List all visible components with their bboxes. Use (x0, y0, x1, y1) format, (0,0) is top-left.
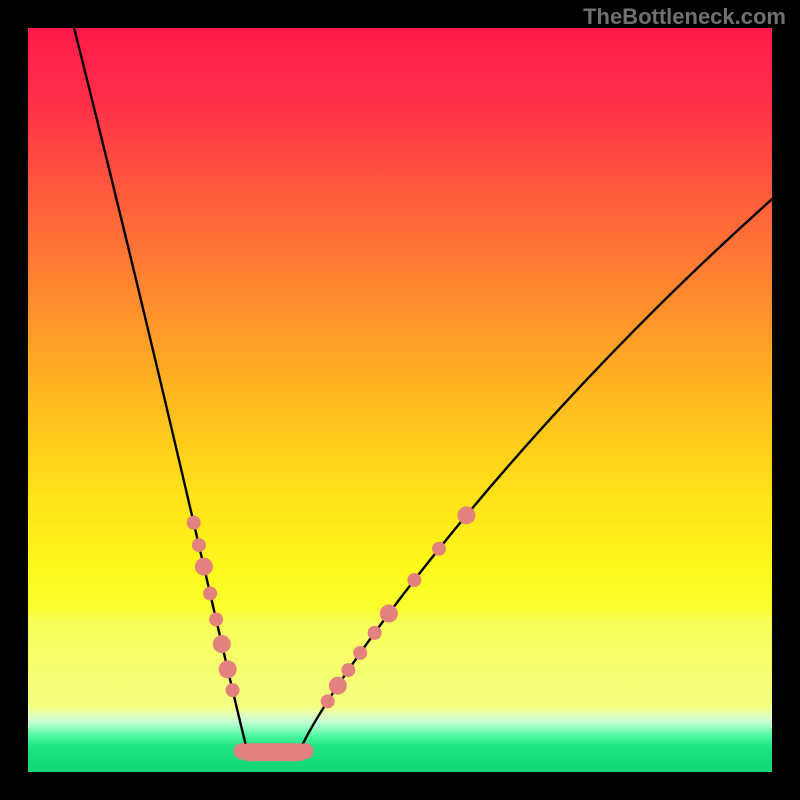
marker-dot-left (195, 558, 213, 576)
marker-dot-right (407, 573, 421, 587)
marker-dot-left (203, 586, 217, 600)
chart-svg: TheBottleneck.com (0, 0, 800, 800)
marker-dot-right (432, 542, 446, 556)
chart-root: TheBottleneck.com (0, 0, 800, 800)
marker-dot-left (213, 635, 231, 653)
marker-dot-left (219, 660, 237, 678)
marker-dot-left (209, 612, 223, 626)
marker-dot-bottom (297, 743, 313, 759)
plot-gradient (28, 28, 772, 772)
marker-dot-right (368, 626, 382, 640)
marker-dot-right (457, 506, 475, 524)
marker-dot-right (321, 694, 335, 708)
marker-dot-left (192, 538, 206, 552)
marker-dot-right (380, 605, 398, 623)
marker-dot-left (226, 683, 240, 697)
marker-dot-right (341, 663, 355, 677)
watermark-text: TheBottleneck.com (583, 4, 786, 29)
marker-dot-bottom (234, 743, 250, 759)
marker-dot-left (187, 516, 201, 530)
marker-dot-right (353, 646, 367, 660)
marker-dot-right (329, 677, 347, 695)
